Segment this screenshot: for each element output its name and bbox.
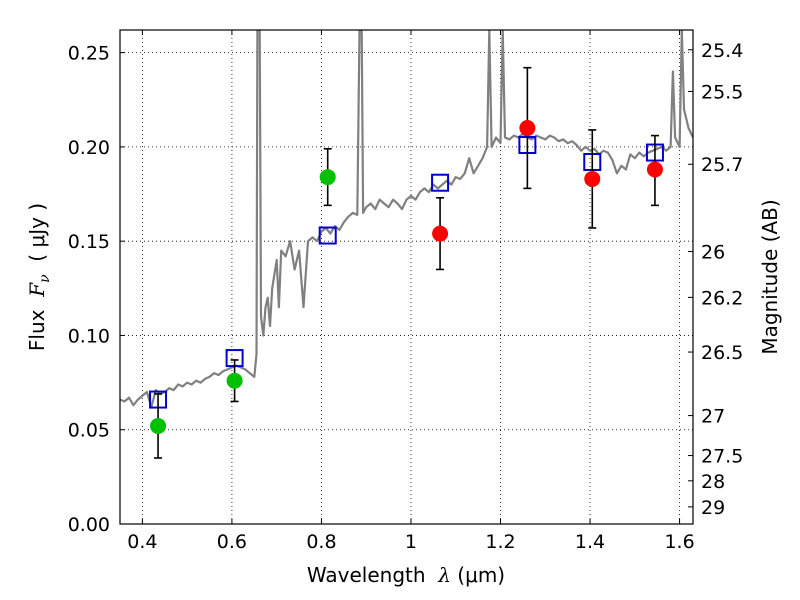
ticks-layer: 0.4 0.6 0.8 1 1.2 1.4 1.6 0.00 0.05 0.10 0.15 0.20 0… [68, 30, 743, 553]
y-right-tick-label: 26.5 [701, 342, 743, 364]
data-point [584, 170, 601, 187]
x-tick-label: 1 [405, 531, 417, 553]
x-tick-label: 1.6 [664, 531, 694, 553]
y-right-tick-label: 26 [701, 242, 725, 264]
plot-frame [119, 29, 694, 525]
y-tick-label: 0.15 [68, 231, 110, 253]
sed-line [120, 30, 693, 409]
y-right-tick-label: 29 [701, 497, 725, 519]
observed-points-layer [150, 120, 663, 434]
y-tick-label: 0.20 [68, 137, 110, 159]
model-point [318, 226, 337, 245]
x-tick-label: 0.4 [127, 531, 157, 553]
x-axis-label-symbol: λ [437, 563, 451, 587]
data-point [226, 372, 243, 389]
x-tick-label: 1.2 [485, 531, 515, 553]
y-axis-right-label: Magnitude (AB) [758, 199, 782, 354]
x-tick-label: 0.8 [306, 531, 336, 553]
sed-layer [120, 30, 693, 409]
data-point [150, 417, 167, 434]
data-point [646, 161, 663, 178]
data-point [319, 169, 336, 186]
y-tick-label: 0.05 [68, 420, 110, 442]
y-tick-label: 0.25 [68, 43, 110, 65]
y-axis-label-subscript: ν [37, 274, 53, 283]
y-tick-label: 0.00 [68, 514, 110, 536]
y-right-tick-label: 27 [701, 406, 725, 428]
model-point [431, 173, 450, 192]
x-tick-label: 0.6 [217, 531, 247, 553]
y-right-tick-label: 27.5 [701, 446, 743, 468]
y-axis-label: Flux Fν ( μJy ) [25, 203, 53, 351]
y-right-tick-label: 25.4 [701, 40, 743, 62]
data-point [432, 225, 449, 242]
y-axis-label-symbol: F [25, 282, 49, 298]
x-axis-label: Wavelength λ (μm) [307, 563, 505, 587]
y-right-tick-label: 25.5 [701, 81, 743, 103]
y-tick-label: 0.10 [68, 325, 110, 347]
y-right-tick-label: 25.7 [701, 154, 743, 176]
y-right-tick-label: 28 [701, 471, 725, 493]
y-right-tick-label: 26.2 [701, 287, 743, 309]
plot-background [120, 30, 693, 524]
data-point [519, 120, 536, 137]
x-tick-label: 1.4 [575, 531, 605, 553]
